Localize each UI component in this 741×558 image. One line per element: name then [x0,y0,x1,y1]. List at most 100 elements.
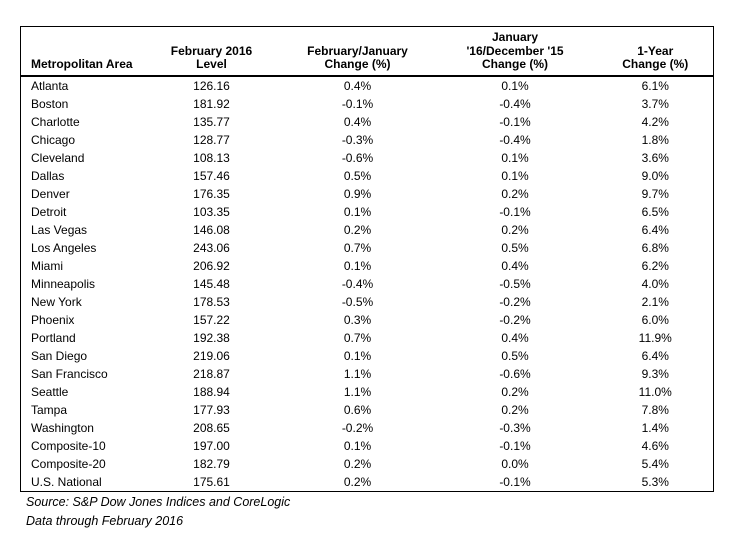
table-row: Portland 192.38 0.7% 0.4% 11.9% [21,329,714,347]
value-cell: -0.1% [499,474,531,489]
metro-area-cell: Tampa [31,402,68,417]
value-cell: 4.6% [641,438,669,453]
value-cell: 1.8% [641,132,669,147]
metro-area-cell: San Diego [31,348,88,363]
table-row: San Francisco 218.87 1.1% -0.6% 9.3% [21,365,714,383]
value-cell: 11.9% [638,330,672,345]
header-metropolitan-area: Metropolitan Area [20,26,141,77]
value-cell: 3.6% [641,150,669,165]
value-cell: 103.35 [193,204,230,219]
value-cell: -0.5% [499,276,531,291]
value-cell: 0.7% [343,330,372,345]
metro-area-cell: Seattle [31,384,69,399]
table-body: Atlanta 126.16 0.4% 0.1% 6.1% Boston 181.92 -0.… [21,76,714,492]
value-cell: 0.1% [343,438,372,453]
metro-area-cell: San Francisco [31,366,108,381]
value-cell: 218.87 [193,366,230,381]
value-cell: 4.2% [641,114,669,129]
value-cell: 157.46 [193,168,230,183]
value-cell: 188.94 [193,384,230,399]
metro-area-cell: Dallas [31,168,65,183]
metro-area-cell: Charlotte [31,114,80,129]
value-cell: 0.7% [343,240,372,255]
metro-area-cell: Cleveland [31,150,85,165]
value-cell: 0.5% [343,168,372,183]
table-row: Las Vegas 146.08 0.2% 0.2% 6.4% [21,221,714,239]
value-cell: 0.5% [501,240,529,255]
value-cell: 206.92 [193,258,230,273]
table-footnotes: Source: S&P Dow Jones Indices and CoreLo… [26,493,290,530]
table-row: San Diego 219.06 0.1% 0.5% 6.4% [21,347,714,365]
header-line: February/January [307,43,408,58]
value-cell: 145.48 [193,276,230,291]
value-cell: 197.00 [193,438,230,453]
value-cell: 6.8% [641,240,669,255]
table-row: Cleveland 108.13 -0.6% 0.1% 3.6% [21,149,714,167]
header-line: '16/December '15 [466,43,564,58]
table-row: Phoenix 157.22 0.3% -0.2% 6.0% [21,311,714,329]
metro-area-cell: U.S. National [31,474,102,489]
header-february-2016-level: February 2016 Level [140,26,283,77]
value-cell: 6.1% [641,78,669,93]
value-cell: 128.77 [193,132,230,147]
value-cell: -0.4% [499,132,531,147]
header-row: Metropolitan Area February 2016 Level Fe… [20,26,714,77]
value-cell: 108.13 [193,150,230,165]
value-cell: 0.2% [501,222,529,237]
table-row: Chicago 128.77 -0.3% -0.4% 1.8% [21,131,714,149]
metro-area-cell: Atlanta [31,78,69,93]
table-row: Seattle 188.94 1.1% 0.2% 11.0% [21,383,714,401]
metro-area-cell: Portland [31,330,76,345]
value-cell: 1.1% [343,366,372,381]
value-cell: 0.5% [501,348,529,363]
value-cell: 3.7% [641,96,669,111]
value-cell: 178.53 [193,294,230,309]
metro-area-cell: Las Vegas [31,222,88,237]
value-cell: 6.4% [641,348,669,363]
metro-area-cell: Miami [31,258,63,273]
value-cell: 0.1% [501,168,529,183]
metro-area-cell: Detroit [31,204,67,219]
value-cell: 9.3% [641,366,669,381]
value-cell: 0.2% [343,456,372,471]
value-cell: 157.22 [193,312,230,327]
value-cell: 0.4% [343,114,372,129]
value-cell: 146.08 [193,222,230,237]
value-cell: -0.4% [499,96,531,111]
value-cell: 6.0% [641,312,669,327]
table-header: Metropolitan Area February 2016 Level Fe… [20,26,714,77]
source-note: Source: S&P Dow Jones Indices and CoreLo… [26,495,291,509]
value-cell: -0.3% [341,132,374,147]
value-cell: 9.0% [641,168,669,183]
table-row: Composite-20 182.79 0.2% 0.0% 5.4% [21,455,714,473]
table-row: U.S. National 175.61 0.2% -0.1% 5.3% [21,473,714,492]
table-row: Washington 208.65 -0.2% -0.3% 1.4% [21,419,714,437]
value-cell: 6.4% [641,222,669,237]
metro-area-cell: Chicago [31,132,76,147]
value-cell: -0.1% [499,204,531,219]
value-cell: -0.3% [499,420,531,435]
value-cell: 0.3% [343,312,372,327]
header-february-january-change: February/January Change (%) [282,26,433,77]
value-cell: 1.4% [641,420,669,435]
header-line: January [491,30,539,44]
value-cell: 0.9% [343,186,372,201]
value-cell: -0.4% [341,276,374,291]
table-row: Denver 176.35 0.9% 0.2% 9.7% [21,185,714,203]
table-row: Atlanta 126.16 0.4% 0.1% 6.1% [21,76,714,95]
value-cell: 5.3% [641,474,669,489]
value-cell: 182.79 [193,456,230,471]
value-cell: 0.2% [343,474,372,489]
header-line: Change (%) [622,57,689,71]
header-january-december-change: January '16/December '15 Change (%) [432,26,598,77]
value-cell: 1.1% [343,384,372,399]
value-cell: 0.4% [343,78,372,93]
value-cell: 0.1% [343,204,372,219]
data-through-note: Data through February 2016 [26,513,184,528]
value-cell: 0.4% [501,258,529,273]
metro-area-cell: Phoenix [31,312,75,327]
value-cell: 177.93 [193,402,230,417]
value-cell: -0.5% [341,294,374,309]
value-cell: 0.2% [501,402,529,417]
value-cell: 5.4% [641,456,669,471]
